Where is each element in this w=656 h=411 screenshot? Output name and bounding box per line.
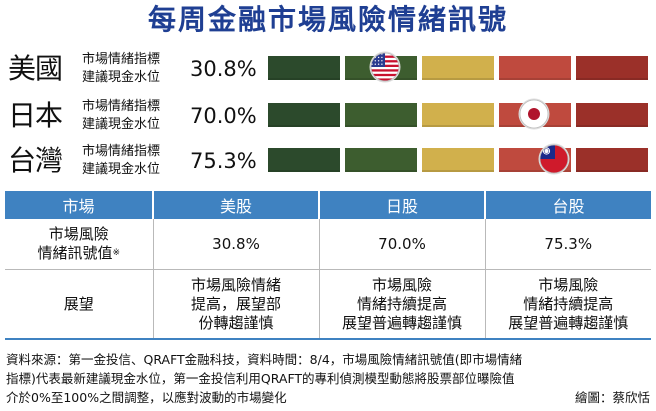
country-name: 日本 <box>8 99 63 132</box>
gauge-segment <box>422 103 494 127</box>
gauge-segment <box>268 103 340 127</box>
gauge-row-us: 美國 市場情緒指標 建議現金水位 30.8% <box>0 48 656 90</box>
source-note-line: 指標)代表最新建議現金水位，第一金投信利用QRAFT的專利偵測模型動態將股票部位… <box>6 371 515 386</box>
market-table: 市場 美股 日股 台股 市場風險 情緒訊號值※ 30.8% 70.0% 75.3… <box>5 191 651 340</box>
taiwan-flag-icon <box>538 143 570 175</box>
sentiment-gauge <box>268 98 648 130</box>
header-market: 市場 <box>5 191 154 219</box>
sentiment-gauge <box>268 51 648 83</box>
graphic-credit: 繪圖：蔡欣恬 <box>574 390 650 405</box>
indicator-label: 市場情緒指標 <box>82 99 161 114</box>
gauge-segment <box>268 56 340 80</box>
outlook-line: 份轉趨謹慎 <box>198 313 274 332</box>
table-row: 展望 市場風險情緒 提高，展望部 份轉趨謹慎 市場風險 情緒持續提高 展望普遍轉… <box>5 269 651 340</box>
gauge-segment <box>576 103 648 127</box>
gauge-segment <box>422 56 494 80</box>
cash-level-label: 建議現金水位 <box>82 70 161 85</box>
indicator-labels: 市場情緒指標 建議現金水位 <box>82 143 192 179</box>
gauge-segment <box>499 56 571 80</box>
outlook-line: 提高，展望部 <box>190 294 281 313</box>
gauge-row-japan: 日本 市場情緒指標 建議現金水位 70.0% <box>0 95 656 137</box>
indicator-label: 市場情緒指標 <box>82 52 161 67</box>
outlook-japan: 市場風險 情緒持續提高 展望普遍轉趨謹慎 <box>319 269 486 340</box>
cash-level-label: 建議現金水位 <box>82 117 161 132</box>
note-mark: ※ <box>112 248 121 258</box>
gauge-segment <box>576 148 648 172</box>
cash-level-value: 75.3% <box>190 149 257 173</box>
signal-value-taiwan: 75.3% <box>485 219 651 270</box>
indicator-labels: 市場情緒指標 建議現金水位 <box>82 98 192 134</box>
row-label-line: 情緒訊號值※ <box>5 244 153 263</box>
signal-value-us: 30.8% <box>153 219 320 270</box>
country-name: 美國 <box>8 52 63 85</box>
outlook-line: 市場風險 <box>371 275 432 294</box>
header-taiwan-stocks: 台股 <box>485 191 651 219</box>
source-note-line: 資料來源：第一金投信、QRAFT金融科技，資料時間：8/4，市場風險情緒訊號值(… <box>6 352 523 367</box>
indicator-labels: 市場情緒指標 建議現金水位 <box>82 51 192 87</box>
outlook-taiwan: 市場風險 情緒持續提高 展望普遍轉趨謹慎 <box>485 269 651 340</box>
outlook-line: 展望普遍轉趨謹慎 <box>341 313 462 332</box>
outlook-us: 市場風險情緒 提高，展望部 份轉趨謹慎 <box>153 269 320 340</box>
country-name: 台灣 <box>8 144 63 177</box>
cash-level-value: 30.8% <box>190 57 257 81</box>
gauge-segment <box>422 148 494 172</box>
header-japan-stocks: 日股 <box>319 191 486 219</box>
outlook-line: 展望普遍轉趨謹慎 <box>508 313 629 332</box>
outlook-line: 市場風險情緒 <box>190 275 281 294</box>
cash-level-value: 70.0% <box>190 104 257 128</box>
cash-level-label: 建議現金水位 <box>82 162 161 177</box>
gauge-segment <box>345 103 417 127</box>
gauge-segment <box>345 148 417 172</box>
row-label-signal: 市場風險 情緒訊號值※ <box>5 219 154 270</box>
source-note-line: 介於0%至100%之間調整，以應對波動的市場變化 <box>6 390 287 405</box>
source-note: 資料來源：第一金投信、QRAFT金融科技，資料時間：8/4，市場風險情緒訊號值(… <box>6 350 652 407</box>
signal-value-japan: 70.0% <box>319 219 486 270</box>
gauge-segment <box>576 56 648 80</box>
gauge-row-taiwan: 台灣 市場情緒指標 建議現金水位 75.3% <box>0 140 656 182</box>
table-row: 市場風險 情緒訊號值※ 30.8% 70.0% 75.3% <box>5 219 651 270</box>
table-header-row: 市場 美股 日股 台股 <box>5 191 651 219</box>
us-flag-icon <box>369 51 401 83</box>
header-us-stocks: 美股 <box>153 191 320 219</box>
row-label-text: 情緒訊號值 <box>37 244 113 262</box>
japan-flag-icon <box>518 98 550 130</box>
indicator-label: 市場情緒指標 <box>82 144 161 159</box>
row-label-outlook: 展望 <box>5 269 154 340</box>
outlook-line: 市場風險 <box>538 275 599 294</box>
gauge-segment <box>268 148 340 172</box>
row-label-line: 市場風險 <box>48 225 109 243</box>
sentiment-gauge <box>268 143 648 175</box>
outlook-line: 情緒持續提高 <box>356 294 447 313</box>
outlook-line: 情緒持續提高 <box>523 294 614 313</box>
page-title: 每周金融市場風險情緒訊號 <box>147 3 508 36</box>
